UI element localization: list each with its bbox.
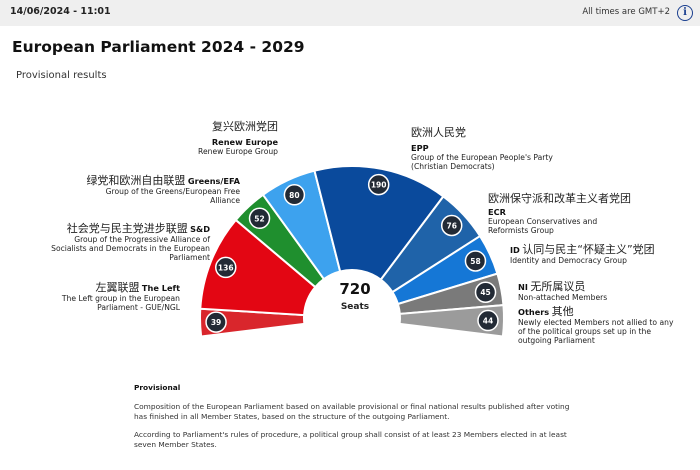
label-sd-cn: 社会党与民主党进步联盟 <box>66 222 188 235</box>
badge-greens <box>248 207 271 230</box>
badge-renew <box>283 184 306 206</box>
badge-id <box>464 250 487 272</box>
label-others: Others 其他 Newly elected Members not alli… <box>518 305 683 345</box>
label-others-abbr: Others <box>518 307 550 317</box>
timezone-note: All times are GMT+2 <box>582 7 670 17</box>
label-sd-abbr: S&D <box>190 224 210 234</box>
badge-value-id: 58 <box>470 257 480 266</box>
label-left: 左翼联盟 The Left The Left group in the Euro… <box>28 281 180 312</box>
label-id-name: Identity and Democracy Group <box>510 256 627 265</box>
badge-epp <box>367 173 390 196</box>
badge-ni <box>474 281 497 303</box>
label-id-abbr: ID <box>510 245 520 255</box>
label-greens-abbr: Greens/EFA <box>187 176 240 186</box>
badge-value-ecr: 76 <box>446 222 456 231</box>
badge-others <box>477 309 499 332</box>
badge-value-sd: 136 <box>218 263 234 272</box>
page-title: European Parliament 2024 - 2029 <box>12 38 305 56</box>
label-id-cn: 认同与民主“怀疑主义”党团 <box>522 243 655 256</box>
label-greens-cn: 绿党和欧洲自由联盟 <box>86 174 186 187</box>
total-seats: 720 <box>339 280 371 298</box>
badge-sd <box>215 256 237 279</box>
badge-value-epp: 190 <box>371 181 387 190</box>
label-renew-name: Renew Europe Group <box>198 147 278 156</box>
label-renew-cn: 复兴欧洲党团 <box>212 120 278 133</box>
label-id: ID 认同与民主“怀疑主义”党团 Identity and Democracy … <box>510 243 695 265</box>
segment-epp[interactable] <box>313 165 445 282</box>
label-epp-cn: 欧洲人民党 <box>411 126 466 139</box>
badge-left <box>205 311 227 333</box>
badge-value-others: 44 <box>483 317 493 326</box>
label-epp-abbr: EPP <box>411 143 429 153</box>
label-sd: 社会党与民主党进步联盟 S&D Group of the Progressive… <box>22 222 210 262</box>
label-greens: 绿党和欧洲自由联盟 Greens/EFA Group of the Greens… <box>40 174 240 205</box>
label-left-name: The Left group in the European Parliamen… <box>61 294 180 312</box>
info-icon[interactable]: i <box>677 5 693 21</box>
label-ni: NI 无所属议员 Non-attached Members <box>518 280 688 302</box>
badge-value-left: 39 <box>211 318 221 327</box>
badge-value-renew: 80 <box>289 191 299 200</box>
notes-paragraph-1: Composition of the European Parliament b… <box>134 402 570 421</box>
top-bar: 14/06/2024 - 11:01 All times are GMT+2 i <box>0 0 700 26</box>
segment-others[interactable] <box>398 304 505 338</box>
label-others-name: Newly elected Members not allied to any … <box>518 318 674 345</box>
label-ecr-abbr: ECR <box>488 207 506 217</box>
label-renew-abbr: Renew Europe <box>211 137 278 147</box>
label-left-cn: 左翼联盟 <box>95 281 140 294</box>
label-ni-name: Non-attached Members <box>518 293 608 302</box>
badge-value-greens: 52 <box>254 214 264 223</box>
badge-value-ni: 45 <box>480 288 490 297</box>
page-subtitle: Provisional results <box>16 70 107 81</box>
timestamp: 14/06/2024 - 11:01 <box>10 6 111 17</box>
notes-section: Provisional Composition of the European … <box>134 383 584 458</box>
label-sd-name: Group of the Progressive Alliance of Soc… <box>51 235 210 262</box>
label-ecr-cn: 欧洲保守派和改革主义者党团 <box>488 192 631 205</box>
label-ni-abbr: NI <box>518 282 528 292</box>
notes-heading: Provisional <box>134 383 181 392</box>
label-others-cn: 其他 <box>551 305 574 318</box>
label-greens-name: Group of the Greens/European Free Allian… <box>105 187 240 205</box>
label-epp: 欧洲人民党 EPP Group of the European People's… <box>411 126 571 171</box>
label-ecr: 欧洲保守派和改革主义者党团 ECR European Conservatives… <box>488 192 688 235</box>
total-seats-label: Seats <box>340 302 370 312</box>
notes-paragraph-2: According to Parliament's rules of proce… <box>134 430 567 449</box>
label-epp-name: Group of the European People's Party (Ch… <box>411 153 553 171</box>
label-renew: 复兴欧洲党团 Renew Europe Renew Europe Group <box>150 120 278 156</box>
badge-ecr <box>440 214 463 237</box>
label-ecr-name: European Conservatives and Reformists Gr… <box>488 217 598 235</box>
label-left-abbr: The Left <box>141 283 180 293</box>
label-ni-cn: 无所属议员 <box>530 280 586 293</box>
